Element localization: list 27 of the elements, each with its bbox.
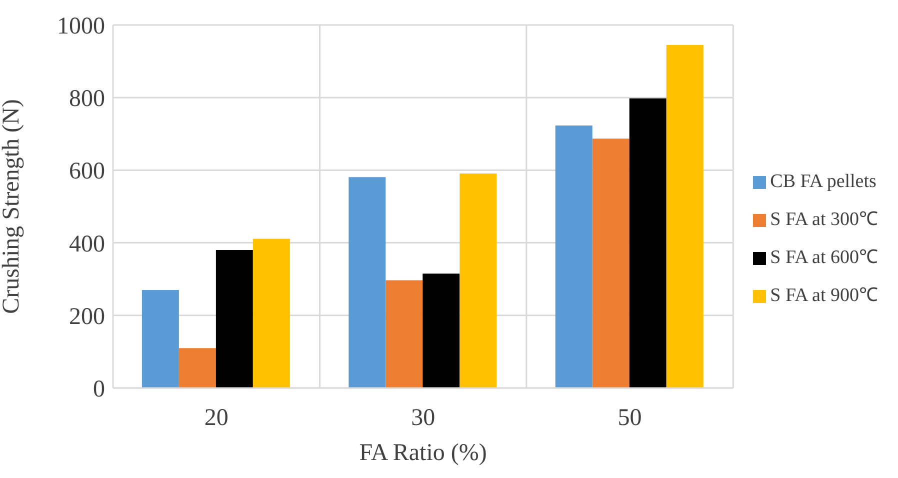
y-axis-title: Crushing Strength (N) <box>0 99 25 314</box>
x-tick-label: 30 <box>411 405 436 432</box>
y-tick-label: 1000 <box>57 14 105 40</box>
legend-label: S FA at 600℃ <box>770 247 878 268</box>
bar <box>348 177 386 388</box>
y-tick-label: 600 <box>69 158 105 185</box>
bar <box>629 98 666 388</box>
bar <box>422 274 460 388</box>
bar <box>178 348 216 388</box>
x-axis-title: FA Ratio (%) <box>359 440 487 466</box>
legend-label: CB FA pellets <box>770 171 876 192</box>
x-tick-label: 50 <box>618 405 642 432</box>
y-tick-label: 0 <box>93 376 105 403</box>
legend-label: S FA at 300℃ <box>770 209 878 230</box>
bar <box>216 250 253 388</box>
y-tick-label: 200 <box>69 304 105 330</box>
bar <box>592 138 630 388</box>
bar <box>142 290 179 388</box>
bar <box>555 126 592 388</box>
bar <box>252 238 290 388</box>
bar <box>386 280 423 388</box>
bar <box>666 44 704 388</box>
x-tick-label: 20 <box>204 405 228 432</box>
y-tick-label: 800 <box>69 86 105 112</box>
y-tick-label: 400 <box>69 231 105 258</box>
legend-label: S FA at 900℃ <box>770 285 878 306</box>
bar <box>460 173 497 388</box>
